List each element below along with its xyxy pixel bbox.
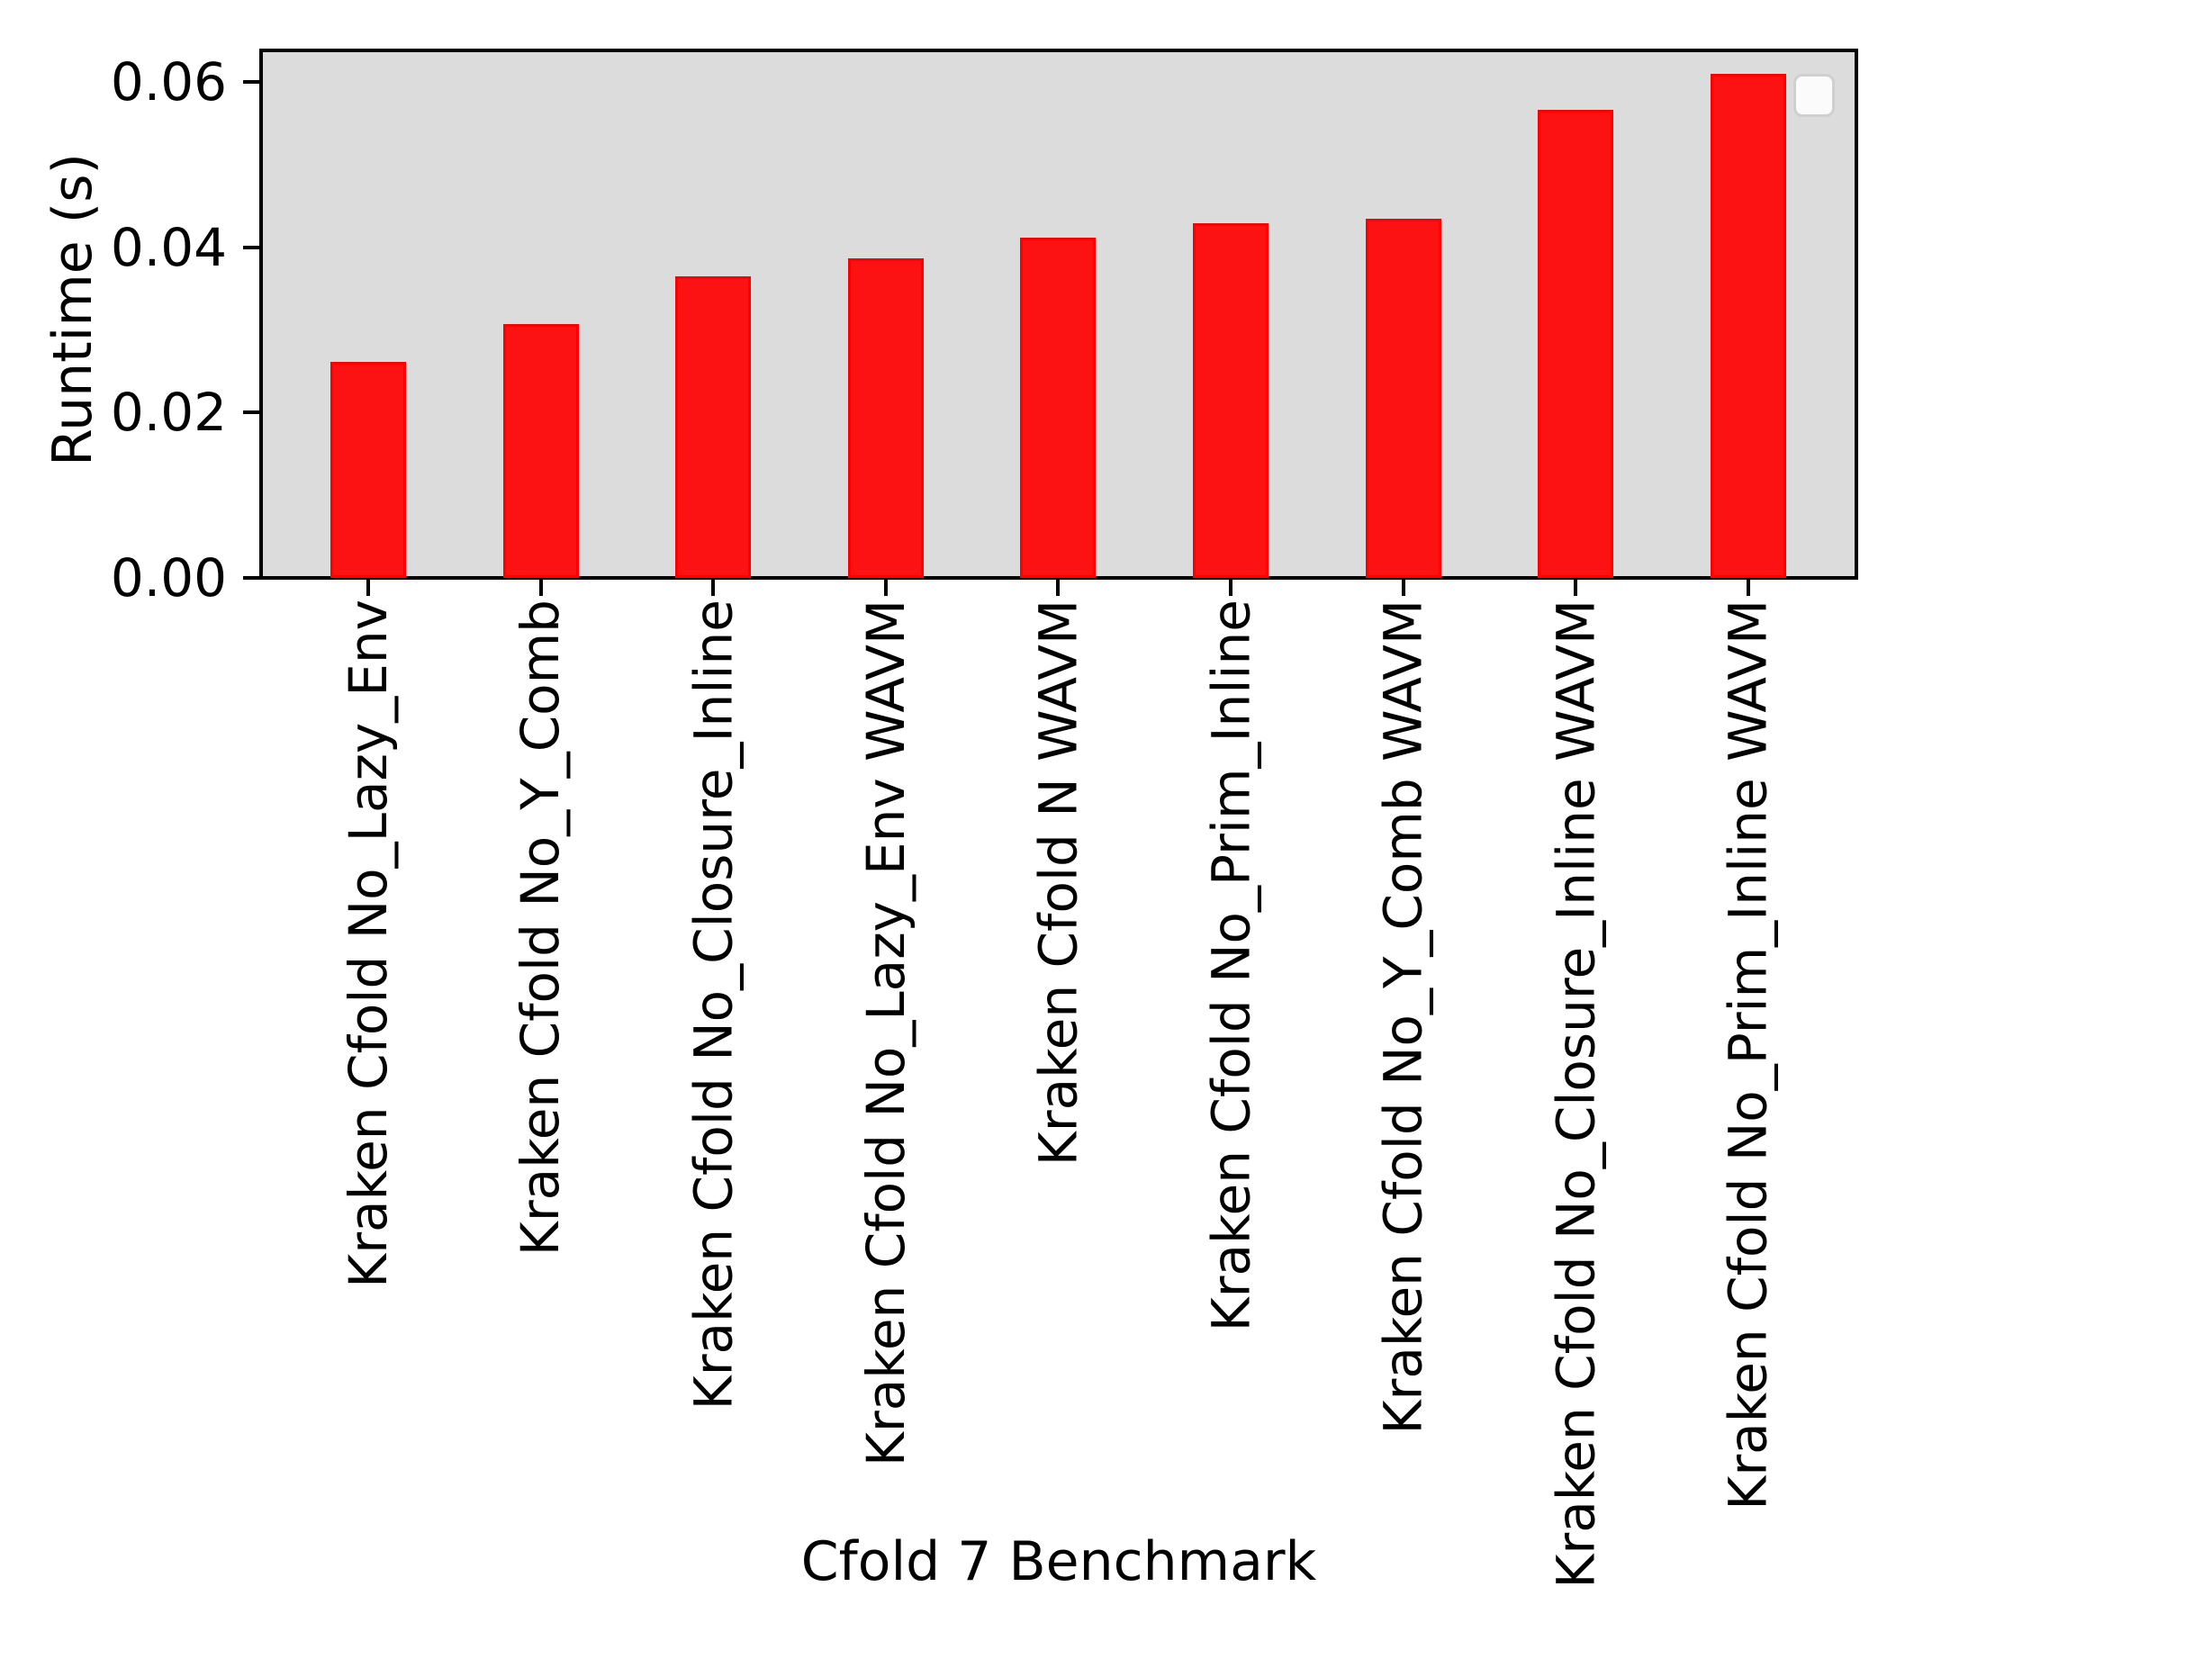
x-tick-label: Kraken Cfold N WAVM <box>1027 600 1089 1167</box>
x-tick <box>1229 580 1232 596</box>
bar <box>675 276 752 578</box>
bar <box>1020 238 1097 578</box>
legend-box <box>1793 74 1835 117</box>
x-tick-label: Kraken Cfold No_Closure_Inline WAVM <box>1545 600 1607 1589</box>
bar <box>1365 219 1441 578</box>
bar <box>330 362 406 578</box>
y-tick <box>243 79 259 84</box>
x-tick <box>1056 580 1061 596</box>
x-tick <box>1574 580 1578 596</box>
x-tick <box>366 580 370 596</box>
x-tick-label: Kraken Cfold No_Prim_Inline WAVM <box>1717 600 1779 1510</box>
bar <box>1538 110 1614 578</box>
bar <box>502 324 579 578</box>
x-tick <box>538 580 543 596</box>
y-axis-label: Runtime (s) <box>41 153 104 466</box>
bar <box>1193 223 1269 578</box>
x-tick-label: Kraken Cfold No_Lazy_Env <box>338 600 399 1288</box>
y-tick <box>243 576 259 580</box>
x-axis-label: Cfold 7 Benchmark <box>800 1530 1317 1593</box>
y-tick-label: 0.02 <box>110 382 227 444</box>
x-tick <box>883 580 888 596</box>
y-tick-label: 0.00 <box>110 547 227 609</box>
x-tick-label: Kraken Cfold No_Y_Comb <box>510 600 572 1257</box>
x-tick <box>1401 580 1405 596</box>
x-tick <box>711 580 716 596</box>
x-tick-label: Kraken Cfold No_Closure_Inline <box>682 600 745 1411</box>
bar <box>1710 74 1786 578</box>
bar <box>847 258 924 578</box>
y-tick <box>243 410 259 415</box>
x-tick <box>1746 580 1750 596</box>
y-axis-label-wrap: Runtime (s) <box>41 0 104 760</box>
x-tick-label: Kraken Cfold No_Y_Comb WAVM <box>1372 600 1434 1435</box>
x-tick-label: Kraken Cfold No_Prim_Inline <box>1200 600 1261 1332</box>
y-tick-label: 0.06 <box>110 50 227 113</box>
y-tick <box>243 245 259 249</box>
y-tick-label: 0.04 <box>110 216 227 278</box>
x-tick-label: Kraken Cfold No_Lazy_Env WAVM <box>854 600 916 1467</box>
